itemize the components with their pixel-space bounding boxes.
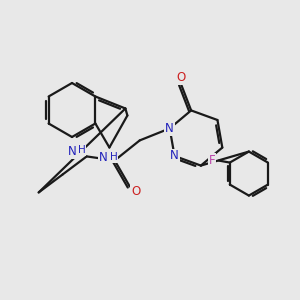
- Text: O: O: [176, 71, 186, 84]
- Text: F: F: [208, 154, 215, 167]
- Text: N: N: [99, 151, 108, 164]
- Text: N: N: [170, 149, 179, 163]
- Text: H: H: [78, 146, 86, 155]
- Text: N: N: [68, 145, 77, 158]
- Text: N: N: [165, 122, 174, 135]
- Text: H: H: [110, 152, 117, 163]
- Text: O: O: [131, 185, 140, 198]
